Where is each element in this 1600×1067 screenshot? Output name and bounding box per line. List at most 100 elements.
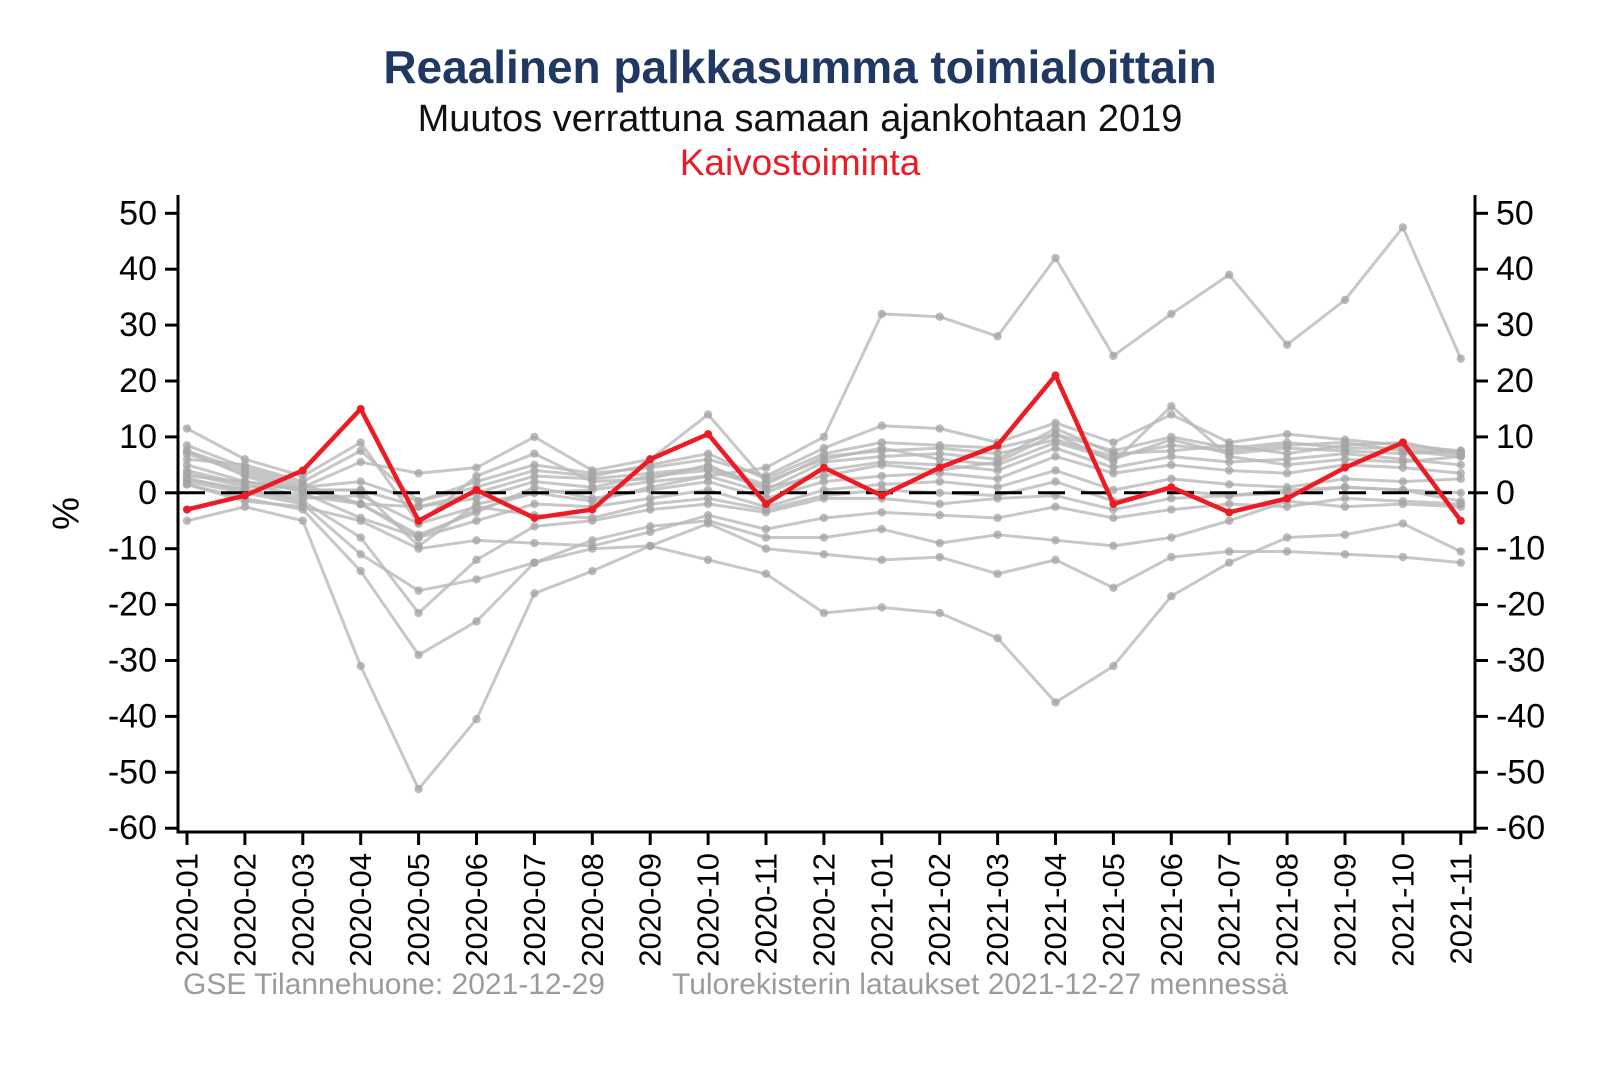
highlight-series-marker [993, 441, 1002, 450]
y-tick-label-right: 50 [1496, 194, 1534, 232]
gray-series-marker [703, 410, 713, 419]
x-tick-label: 2020-08 [575, 853, 610, 967]
highlight-series-marker [1456, 516, 1465, 525]
gray-series-marker [877, 603, 886, 612]
gray-series-marker [1109, 446, 1118, 456]
gray-series-marker [993, 466, 1002, 475]
y-tick-label-right: 0 [1496, 474, 1515, 512]
gray-series-marker [414, 544, 423, 553]
gray-series-marker [414, 496, 423, 506]
gray-series-marker [819, 608, 829, 618]
highlight-series-marker [819, 463, 828, 472]
highlight-series-marker [1225, 508, 1234, 517]
gray-series-marker [993, 332, 1002, 341]
gray-series-marker [356, 457, 365, 467]
gray-series-marker [935, 510, 944, 520]
gray-series-marker [1282, 533, 1292, 542]
gray-series-marker [819, 432, 829, 442]
gray-series-marker [298, 471, 307, 481]
gray-series-marker [1109, 463, 1118, 472]
x-tick-label: 2021-05 [1096, 853, 1131, 967]
gray-series-marker [530, 449, 539, 458]
gray-series-marker [1167, 309, 1176, 319]
gray-series-marker [414, 533, 423, 542]
gray-series-marker [1051, 536, 1060, 545]
gray-series-marker [1225, 547, 1234, 556]
x-tick-label: 2020-05 [401, 853, 436, 967]
gray-series-marker [877, 555, 886, 565]
gray-series-marker [993, 569, 1002, 579]
gray-series-marker [530, 589, 539, 598]
gray-series-marker [1340, 494, 1350, 503]
highlight-series-marker [1051, 371, 1060, 380]
gray-series-marker [530, 432, 539, 442]
highlight-series-marker [472, 486, 481, 495]
gray-series-marker [530, 466, 539, 475]
gray-series-marker [761, 505, 771, 514]
gray-series-marker [1051, 443, 1060, 453]
gray-series-marker [472, 502, 481, 511]
gray-series-marker [1340, 530, 1350, 539]
gray-series-marker [1109, 505, 1118, 514]
chart-subtitle: Muutos verrattuna samaan ajankohtaan 201… [417, 98, 1183, 140]
gray-series-marker [1456, 488, 1466, 497]
gray-series-marker [1398, 519, 1408, 528]
gray-series-marker [646, 477, 655, 486]
gray-series-marker [1225, 457, 1234, 467]
gray-series-marker [761, 569, 771, 579]
gray-series-marker [240, 455, 250, 464]
x-tick-label: 2020-01 [170, 853, 205, 967]
gray-series-marker [761, 463, 771, 472]
gray-series-marker [356, 550, 365, 559]
gray-series-marker [356, 477, 365, 486]
gray-series-marker [588, 566, 597, 576]
x-tick-label: 2021-03 [980, 853, 1015, 967]
gray-series-marker [530, 522, 539, 531]
gray-series-marker [1282, 469, 1292, 478]
gray-series-marker [703, 555, 713, 565]
gray-series-marker [1282, 455, 1292, 464]
y-tick-label-left: 20 [119, 362, 157, 400]
gray-series-marker [472, 536, 481, 545]
gray-series-marker [646, 527, 655, 537]
gray-series-marker [530, 538, 539, 548]
y-tick-label-left: 10 [119, 418, 157, 456]
highlight-series-marker [1167, 483, 1176, 492]
gray-series-marker [298, 502, 307, 511]
highlight-series-marker [935, 463, 944, 472]
y-tick-label-right: -60 [1496, 809, 1545, 847]
gray-series-marker [1225, 499, 1234, 509]
gray-series-marker [356, 533, 365, 542]
x-tick-label: 2020-10 [691, 853, 726, 967]
gray-series-marker [1109, 513, 1118, 523]
gray-series-marker [935, 312, 944, 321]
gray-series-line [185, 505, 1463, 791]
gray-series-marker [298, 483, 307, 492]
gray-series-marker [472, 617, 481, 626]
gray-series-marker [1282, 502, 1292, 511]
gray-series-marker [1051, 466, 1060, 475]
y-tick-label-right: -40 [1496, 697, 1545, 735]
gray-series-marker [1109, 661, 1118, 671]
gray-series-marker [1051, 253, 1060, 263]
gray-series-marker [1340, 474, 1350, 484]
gray-series-marker [877, 457, 886, 467]
y-axis-title: % [46, 497, 87, 530]
gray-series-marker [1051, 429, 1060, 439]
x-tick-label: 2021-08 [1270, 853, 1305, 967]
gray-series-marker [935, 441, 944, 450]
gray-series-marker [819, 533, 829, 542]
gray-series-marker [356, 661, 365, 671]
gray-series-marker [1456, 474, 1466, 484]
y-tick-label-right: 10 [1496, 418, 1534, 456]
highlight-series-marker [588, 505, 597, 514]
gray-series-marker [1398, 463, 1408, 472]
gray-series-marker [414, 586, 423, 595]
gray-series-marker [182, 480, 192, 489]
gray-series-marker [1340, 550, 1350, 559]
gray-series-marker [1282, 429, 1292, 439]
gray-series-marker [761, 474, 771, 484]
gray-series-marker [588, 513, 597, 523]
gray-series-marker [472, 463, 481, 472]
